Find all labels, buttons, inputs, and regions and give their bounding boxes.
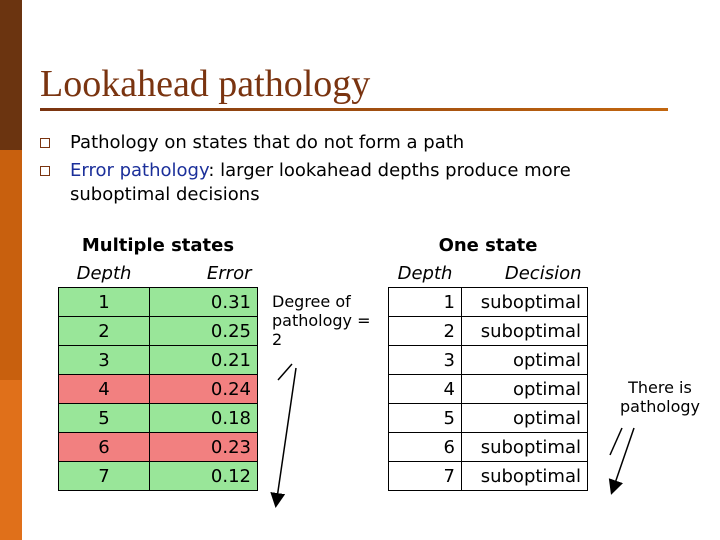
table-cell: suboptimal <box>461 316 588 346</box>
note: Degree of pathology = 2 <box>272 292 371 349</box>
table-cell: 0.21 <box>149 345 258 375</box>
table-cell: 6 <box>388 432 462 462</box>
stripe <box>0 150 22 380</box>
column-header: Depth <box>397 262 453 284</box>
table-cell: 4 <box>388 374 462 404</box>
table-row: 1 0.31 <box>58 287 258 317</box>
bullet: Error pathology: larger lookahead depths… <box>70 159 670 207</box>
table-cell: 4 <box>58 374 150 404</box>
header-row: Depth Decision <box>389 259 588 288</box>
table-cell: 0.23 <box>149 432 258 462</box>
table-row: 6 0.23 <box>58 432 258 462</box>
right-table: One state Depth Decision 1 suboptimal 2 subopt… <box>388 231 588 491</box>
table-cell: 2 <box>58 316 150 346</box>
table-cell: suboptimal <box>461 432 588 462</box>
bullet-term: Error pathology <box>70 160 209 181</box>
arrow <box>277 363 293 381</box>
title-row: Multiple states <box>59 231 258 259</box>
table-cell: 7 <box>58 461 150 491</box>
table-cell: 5 <box>58 403 150 433</box>
header-row: Depth Error <box>59 259 258 288</box>
arrow <box>270 367 297 508</box>
column-header: Decision <box>504 262 582 284</box>
bullet-mark <box>40 138 50 148</box>
table-title: Multiple states <box>81 234 235 256</box>
table-row: 1 suboptimal <box>388 287 588 317</box>
note: There is pathology <box>619 378 701 416</box>
column-header: Error <box>206 262 252 284</box>
table-row: 5 0.18 <box>58 403 258 433</box>
table-cell: suboptimal <box>461 287 588 317</box>
column-header: Depth <box>76 262 132 284</box>
table-cell: 6 <box>58 432 150 462</box>
bullet: Pathology on states that do not form a p… <box>70 132 465 153</box>
arrow <box>609 427 623 456</box>
table-cell: 3 <box>388 345 462 375</box>
table-row: 3 0.21 <box>58 345 258 375</box>
arrow <box>608 427 635 495</box>
table-cell: 0.18 <box>149 403 258 433</box>
table-row: 2 0.25 <box>58 316 258 346</box>
table-cell: optimal <box>461 403 588 433</box>
title-row: One state <box>389 231 588 259</box>
table-cell: 0.12 <box>149 461 258 491</box>
title-rule <box>40 108 668 111</box>
bullet-mark <box>40 166 50 176</box>
table-row: 6 suboptimal <box>388 432 588 462</box>
table-row: 2 suboptimal <box>388 316 588 346</box>
table-cell: 1 <box>58 287 150 317</box>
title: Lookahead pathology <box>40 63 371 105</box>
table-row: 7 suboptimal <box>388 461 588 491</box>
table-row: 7 0.12 <box>58 461 258 491</box>
table-cell: 0.25 <box>149 316 258 346</box>
table-cell: optimal <box>461 345 588 375</box>
table-cell: suboptimal <box>461 461 588 491</box>
table-cell: 0.31 <box>149 287 258 317</box>
table-row: 3 optimal <box>388 345 588 375</box>
table-cell: 2 <box>388 316 462 346</box>
table-cell: 3 <box>58 345 150 375</box>
bullet-text: : larger lookahead depths produce more s… <box>70 160 571 205</box>
stripe <box>0 380 22 540</box>
table-cell: optimal <box>461 374 588 404</box>
stripe <box>0 0 22 150</box>
table-row: 4 optimal <box>388 374 588 404</box>
left-table: Multiple states Depth Error 1 0.31 2 0.25 3 0.21… <box>58 231 258 491</box>
table-title: One state <box>438 234 538 256</box>
